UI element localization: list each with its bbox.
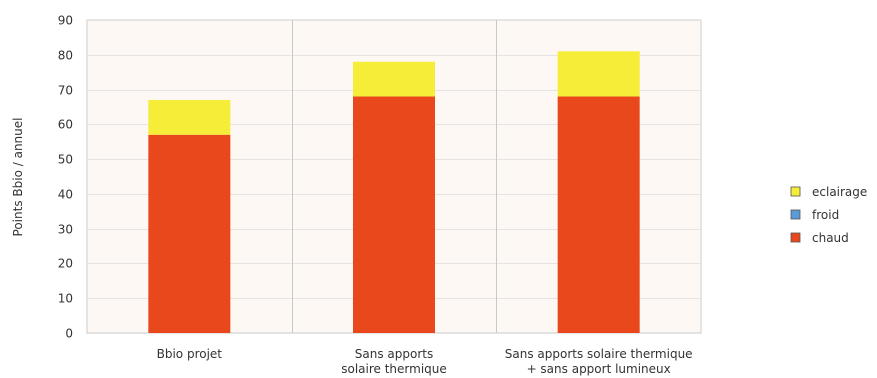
y-tick-label: 90 (58, 14, 73, 28)
y-tick-label: 10 (58, 292, 73, 306)
legend-label: chaud (812, 231, 849, 245)
y-axis-title: Points Bbio / annuel (11, 118, 25, 237)
y-tick-label: 0 (65, 327, 73, 341)
y-tick-label: 20 (58, 257, 73, 271)
y-tick-labels: 0 10 20 30 40 50 60 70 80 90 (58, 14, 73, 341)
legend-item-chaud: chaud (790, 231, 849, 245)
x-category-label: Sans apports solaire thermique + sans app… (505, 347, 693, 376)
legend-swatch (790, 232, 801, 243)
x-category-label: Bbio projet (157, 347, 223, 361)
category-separators (292, 20, 497, 333)
bar-eclairage (557, 51, 640, 97)
legend-label: froid (812, 208, 839, 222)
x-category-label: Sans apports solaire thermique (341, 347, 447, 376)
y-tick-label: 50 (58, 153, 73, 167)
legend-item-eclairage: eclairage (790, 185, 867, 199)
bar-eclairage (148, 99, 231, 135)
legend: eclairage froid chaud (790, 185, 867, 245)
y-tick-label: 40 (58, 188, 73, 202)
bar-eclairage (353, 61, 435, 97)
y-tick-label: 70 (58, 84, 73, 98)
legend-swatch (790, 209, 801, 220)
legend-swatch (790, 186, 801, 197)
bar-chaud (148, 134, 231, 333)
legend-item-froid: froid (790, 208, 839, 222)
x-category-labels: Bbio projet Sans apports solaire thermique… (157, 347, 693, 376)
bar-chaud (353, 96, 435, 333)
y-tick-label: 30 (58, 223, 73, 237)
bar-chaud (557, 96, 640, 333)
legend-label: eclairage (812, 185, 867, 199)
y-tick-label: 60 (58, 118, 73, 132)
y-tick-label: 80 (58, 49, 73, 63)
bars (148, 51, 640, 333)
